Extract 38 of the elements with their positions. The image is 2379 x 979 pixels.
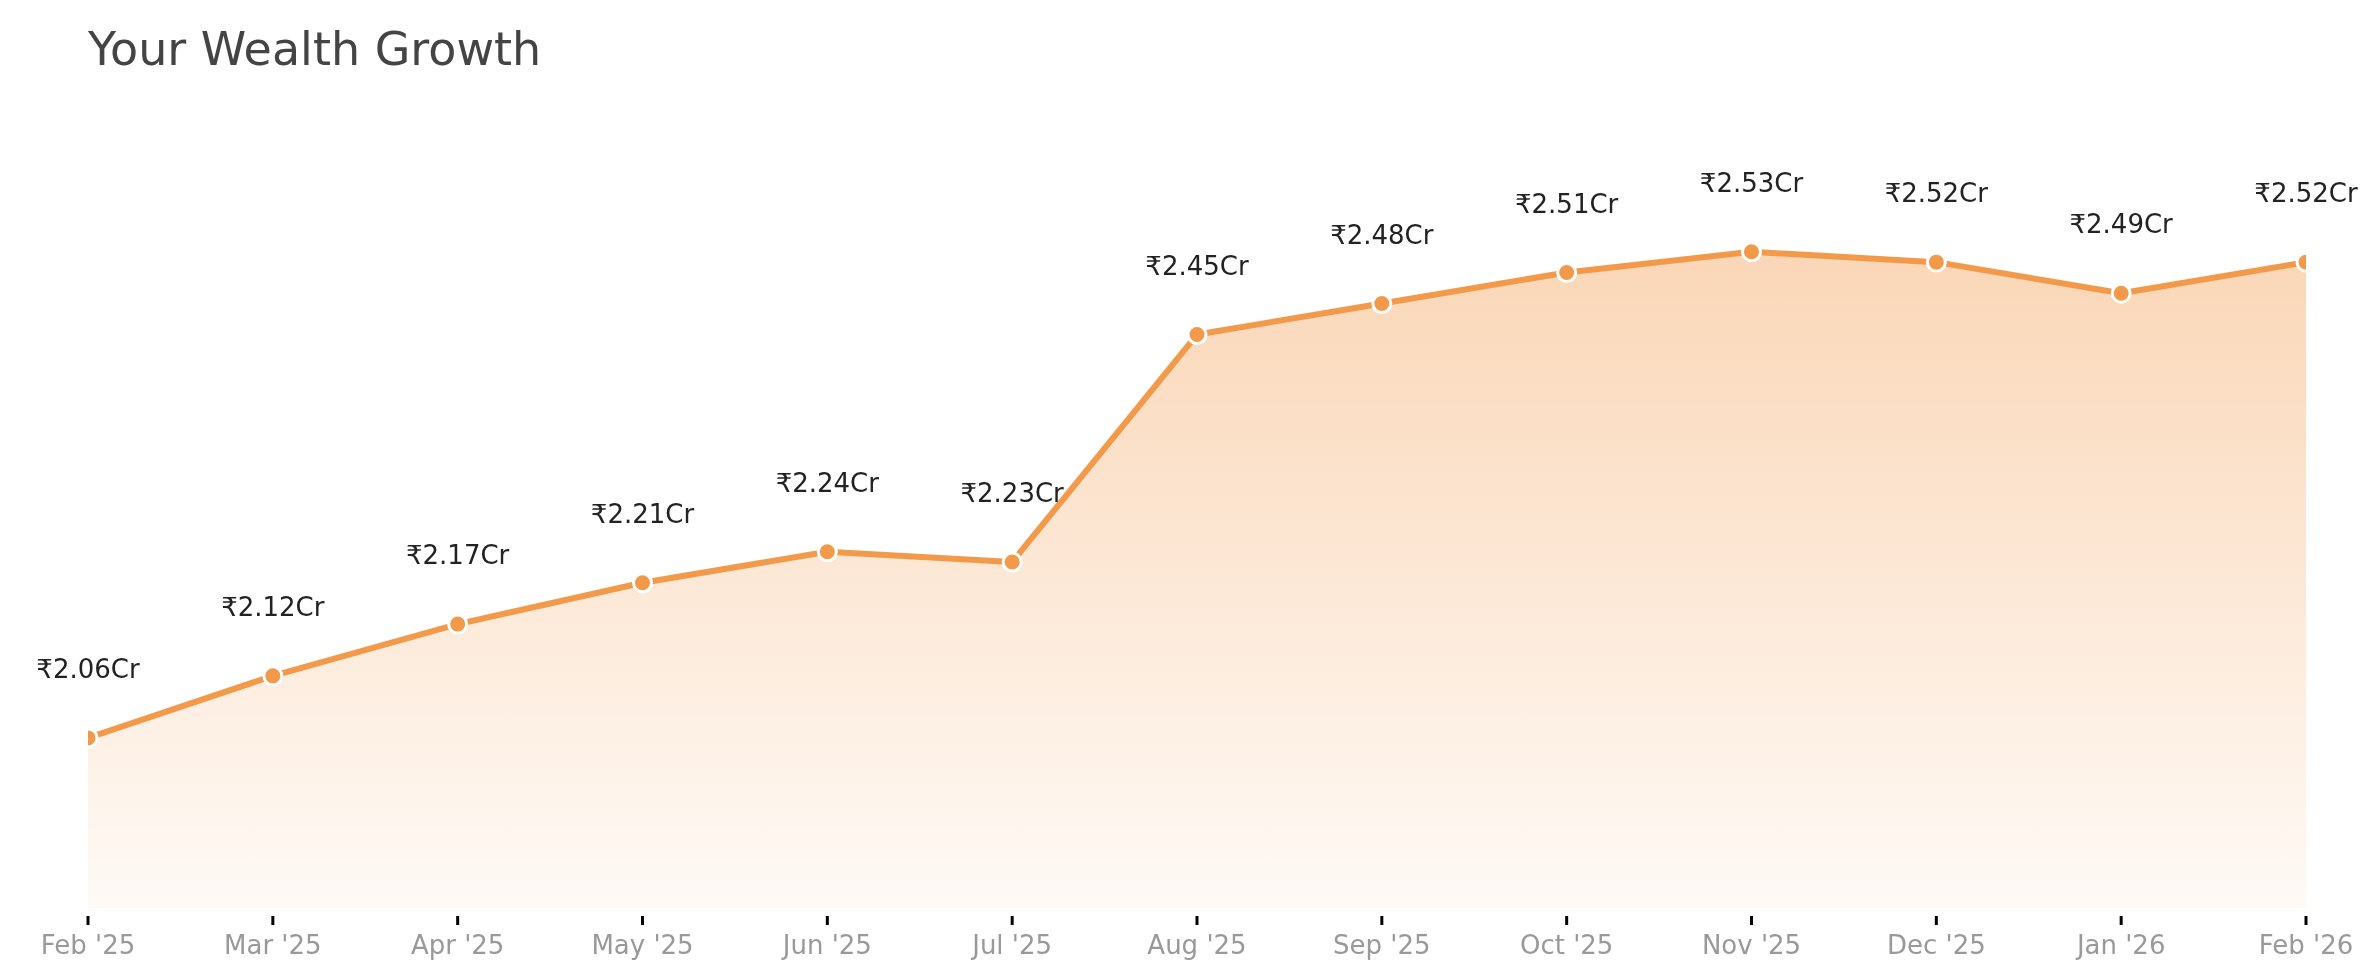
x-tick-label: Dec '25 bbox=[1886, 930, 1986, 960]
data-label: ₹2.51Cr bbox=[1515, 188, 1619, 219]
point bbox=[1556, 262, 1578, 283]
x-tick-label: Jul '25 bbox=[970, 930, 1053, 960]
data-label: ₹2.21Cr bbox=[590, 498, 695, 529]
x-tick-label: May '25 bbox=[591, 930, 694, 960]
x-tick-label: Feb '26 bbox=[2258, 930, 2354, 960]
data-label: ₹2.52Cr bbox=[2254, 178, 2358, 209]
point bbox=[1741, 241, 1762, 263]
x-tick-label: Mar '25 bbox=[224, 930, 322, 960]
point bbox=[1371, 293, 1393, 315]
point bbox=[1925, 251, 1947, 273]
x-tick-label: Feb '25 bbox=[40, 930, 136, 960]
point bbox=[2110, 282, 2132, 304]
data-label: ₹2.17Cr bbox=[406, 540, 510, 571]
data-label: ₹2.48Cr bbox=[1330, 219, 1434, 250]
chart-title: Your Wealth Growth bbox=[88, 22, 542, 76]
data-label: ₹2.52Cr bbox=[1884, 178, 1989, 209]
x-tick-label: Sep '25 bbox=[1333, 930, 1431, 960]
point bbox=[632, 572, 653, 594]
data-label: ₹2.23Cr bbox=[960, 478, 1065, 509]
x-tick-label: Jan '26 bbox=[2074, 930, 2166, 960]
point bbox=[1001, 551, 1023, 573]
data-label: ₹2.53Cr bbox=[1699, 167, 1804, 198]
point bbox=[1186, 324, 1208, 346]
data-label: ₹2.24Cr bbox=[775, 467, 880, 498]
x-tick-label: Jun '25 bbox=[780, 930, 872, 960]
data-label: ₹2.49Cr bbox=[2069, 209, 2174, 240]
x-tick-label: Nov '25 bbox=[1701, 930, 1802, 960]
x-tick-label: Aug '25 bbox=[1147, 930, 1247, 960]
data-label: ₹2.06Cr bbox=[36, 653, 140, 684]
data-label: ₹2.45Cr bbox=[1145, 250, 1249, 281]
point bbox=[816, 541, 838, 563]
x-tick-label: Oct '25 bbox=[1519, 930, 1614, 960]
point bbox=[447, 613, 469, 635]
x-tick-label: Apr '25 bbox=[410, 930, 505, 960]
data-label: ₹2.12Cr bbox=[221, 591, 325, 622]
point bbox=[262, 665, 284, 687]
